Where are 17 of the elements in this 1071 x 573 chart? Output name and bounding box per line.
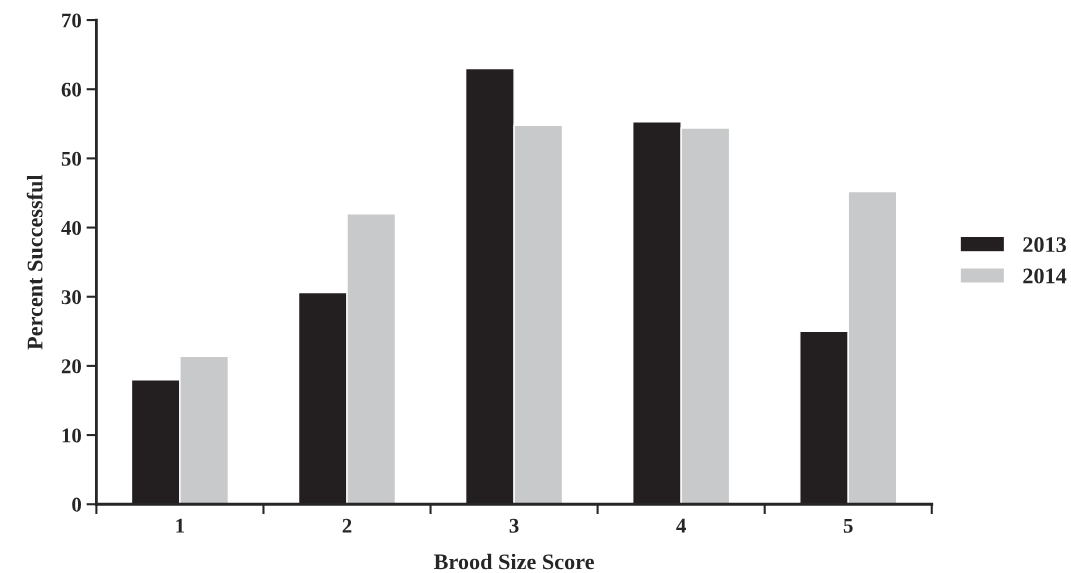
x-tick-label: 1 [176, 518, 185, 533]
y-tick-label: 10 [62, 428, 82, 443]
legend-label: 2014 [1023, 268, 1067, 284]
x-tick-label: 3 [509, 518, 519, 533]
x-tick-label: 4 [676, 518, 686, 533]
legend-label: 2013 [1023, 237, 1067, 253]
x-tick-label: 2 [342, 518, 352, 533]
y-tick-label: 40 [61, 220, 82, 235]
y-tick-label: 50 [61, 151, 82, 166]
y-tick-label: 0 [72, 497, 82, 512]
x-axis-title: Brood Size Score [433, 553, 594, 570]
y-tick-label: 20 [61, 359, 82, 374]
x-tick-label: 5 [843, 518, 853, 533]
y-tick-label: 60 [61, 82, 82, 97]
y-tick-label: 30 [61, 290, 82, 305]
y-tick-label: 70 [62, 13, 82, 28]
y-axis-title: Percent Successful [26, 174, 43, 350]
